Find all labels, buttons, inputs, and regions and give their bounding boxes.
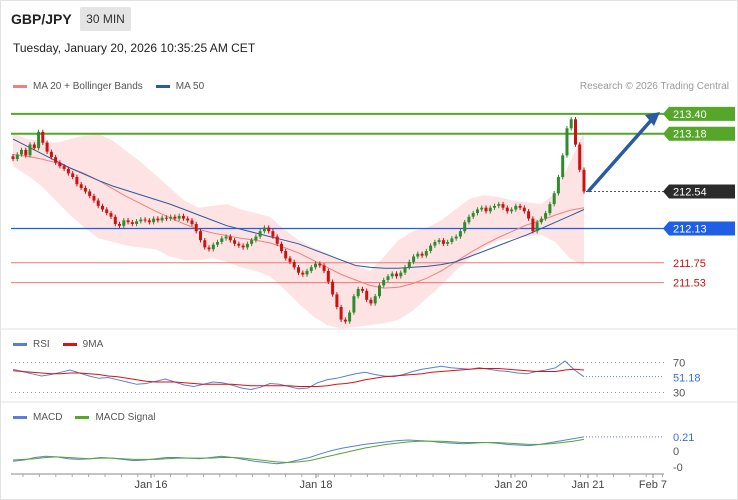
report-datetime: Tuesday, January 20, 2026 10:35:25 AM CE… — [13, 41, 256, 55]
macd-legend-swatch — [13, 416, 27, 419]
ma20-legend-swatch — [13, 85, 27, 88]
macd-signal-legend-label: MACD Signal — [95, 412, 156, 423]
research-credit: Research © 2026 Trading Central — [579, 81, 729, 92]
rsi-legend-label: RSI — [33, 339, 50, 350]
rsi-legend: RSI 9MA — [13, 339, 103, 350]
ma20-legend-label: MA 20 + Bollinger Bands — [33, 81, 143, 92]
macd-legend-label: MACD — [33, 412, 63, 423]
macd-signal-legend-swatch — [75, 416, 90, 419]
ma50-legend-swatch — [155, 85, 170, 88]
rsi-ma-legend-label: 9MA — [82, 339, 104, 350]
main-legend: MA 20 + Bollinger Bands MA 50 — [13, 81, 204, 92]
timeframe-badge[interactable]: 30 MIN — [80, 7, 131, 31]
symbol-title: GBP/JPY — [11, 11, 72, 27]
macd-legend: MACD MACD Signal — [13, 412, 155, 423]
ma50-legend-label: MA 50 — [175, 81, 205, 92]
rsi-ma-legend-swatch — [62, 343, 77, 346]
rsi-legend-swatch — [13, 343, 27, 346]
